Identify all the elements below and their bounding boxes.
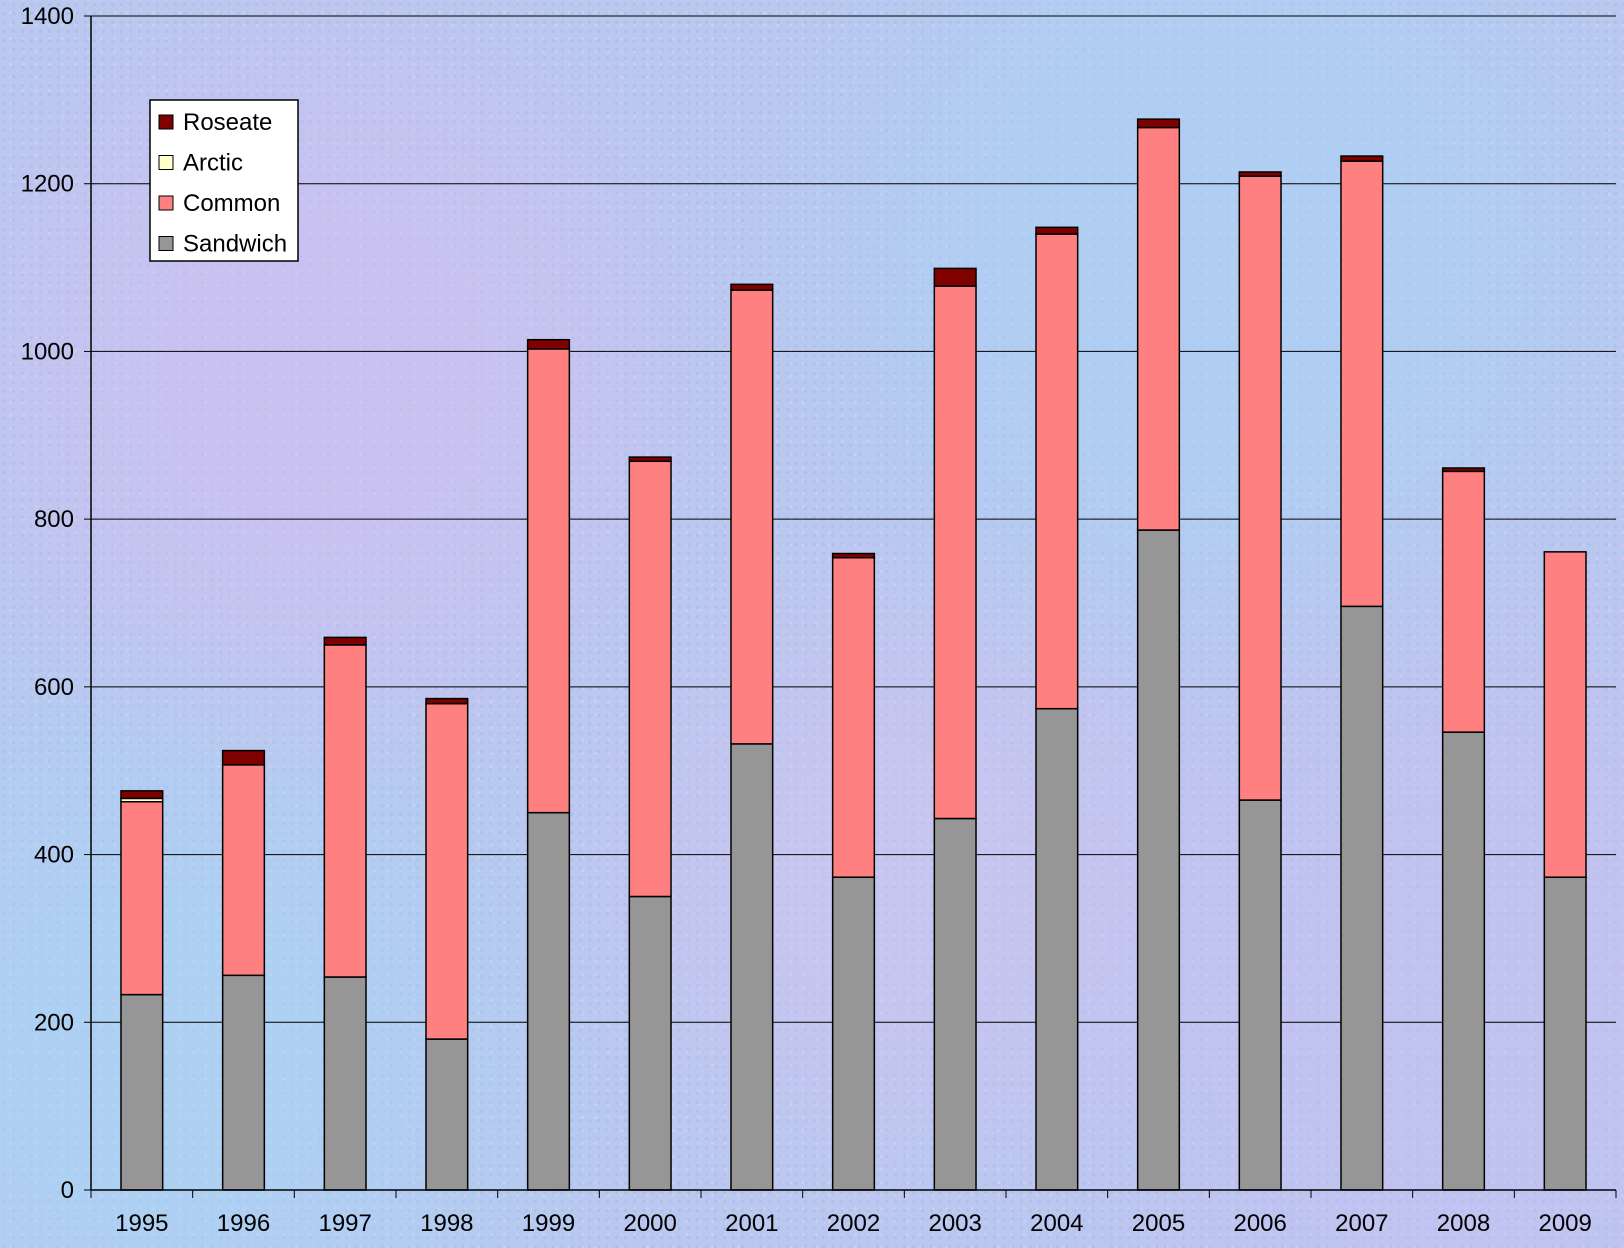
bar-roseate-2001 bbox=[730, 283, 774, 291]
bar-sandwich-2008 bbox=[1441, 731, 1486, 1191]
legend-box bbox=[149, 99, 299, 262]
bar-roseate-2003 bbox=[933, 267, 977, 287]
axes: 0 200 400 600 800 1000 1200 1400 1995 1996 1997 199… bbox=[21, 3, 1617, 1237]
bar-common-2009 bbox=[1543, 551, 1587, 878]
x-tick-label: 2009 bbox=[1538, 1210, 1591, 1237]
bar-sandwich-2003 bbox=[933, 817, 977, 1191]
bar-sandwich-1999 bbox=[526, 811, 571, 1191]
bar-common-1995 bbox=[120, 800, 164, 996]
bars bbox=[120, 118, 1587, 1191]
bar-common-1998 bbox=[425, 702, 469, 1040]
x-tick-label: 2000 bbox=[623, 1210, 676, 1237]
x-tick-label: 2008 bbox=[1437, 1210, 1490, 1237]
bar-roseate-2004 bbox=[1035, 226, 1079, 235]
x-tick-label: 1996 bbox=[217, 1210, 270, 1237]
bar-roseate-1995 bbox=[120, 790, 164, 800]
bar-common-2006 bbox=[1238, 175, 1282, 801]
y-tick-label: 800 bbox=[34, 506, 74, 533]
bar-common-2002 bbox=[831, 556, 876, 878]
bar-common-2005 bbox=[1136, 126, 1181, 531]
legend-label-arctic: Arctic bbox=[183, 150, 243, 177]
bar-roseate-2007 bbox=[1340, 155, 1384, 162]
bar-roseate-2000 bbox=[628, 456, 672, 463]
legend-swatch-arctic bbox=[158, 155, 174, 170]
legend-label-common: Common bbox=[183, 190, 280, 217]
bar-sandwich-1995 bbox=[120, 993, 164, 1191]
bar-roseate-2005 bbox=[1136, 118, 1181, 129]
legend-label-sandwich: Sandwich bbox=[183, 231, 287, 258]
bar-common-2003 bbox=[933, 285, 977, 820]
y-tick-label: 1000 bbox=[21, 338, 74, 365]
bar-sandwich-2001 bbox=[730, 743, 774, 1191]
y-tick-label: 1200 bbox=[21, 171, 74, 198]
bar-sandwich-2004 bbox=[1035, 707, 1079, 1191]
bar-common-2000 bbox=[628, 460, 672, 898]
legend-label-roseate: Roseate bbox=[183, 109, 272, 136]
bar-common-2004 bbox=[1035, 233, 1079, 710]
bar-roseate-1999 bbox=[526, 338, 571, 350]
bar-common-1996 bbox=[221, 764, 266, 977]
y-tick-label: 400 bbox=[34, 842, 74, 869]
bar-roseate-2006 bbox=[1238, 171, 1282, 177]
bar-common-2008 bbox=[1441, 470, 1486, 733]
bar-roseate-2008 bbox=[1441, 467, 1486, 473]
bar-common-2001 bbox=[730, 289, 774, 745]
bar-roseate-1997 bbox=[323, 636, 367, 646]
bar-roseate-1996 bbox=[221, 749, 266, 766]
x-tick-label: 2002 bbox=[827, 1210, 880, 1237]
x-tick-label: 2003 bbox=[928, 1210, 981, 1237]
x-tick-label: 1999 bbox=[522, 1210, 575, 1237]
legend: Roseate Arctic Common Sandwich bbox=[149, 99, 299, 262]
x-tick-label: 2006 bbox=[1233, 1210, 1286, 1237]
bar-sandwich-1997 bbox=[323, 976, 367, 1191]
y-tick-label: 600 bbox=[34, 674, 74, 701]
bar-roseate-1998 bbox=[425, 697, 469, 705]
legend-swatch-sandwich bbox=[158, 236, 174, 251]
bar-sandwich-2005 bbox=[1136, 529, 1181, 1191]
x-tick-label: 2005 bbox=[1132, 1210, 1185, 1237]
x-tick-label: 1997 bbox=[318, 1210, 371, 1237]
bar-common-1997 bbox=[323, 644, 367, 978]
bar-sandwich-2000 bbox=[628, 895, 672, 1191]
bar-common-1999 bbox=[526, 348, 571, 814]
x-tick-label: 2007 bbox=[1335, 1210, 1388, 1237]
bar-sandwich-1996 bbox=[221, 974, 266, 1191]
bar-sandwich-1998 bbox=[425, 1038, 469, 1191]
bar-common-2007 bbox=[1340, 160, 1384, 608]
x-tick-label: 2001 bbox=[725, 1210, 778, 1237]
bar-sandwich-2009 bbox=[1543, 876, 1587, 1191]
x-tick-label: 2004 bbox=[1030, 1210, 1083, 1237]
y-tick-label: 1400 bbox=[21, 3, 74, 30]
bar-sandwich-2007 bbox=[1340, 605, 1384, 1191]
x-tick-label: 1995 bbox=[115, 1210, 168, 1237]
bar-sandwich-2002 bbox=[831, 876, 876, 1191]
x-tick-label: 1998 bbox=[420, 1210, 473, 1237]
legend-swatch-roseate bbox=[158, 114, 174, 130]
bar-sandwich-2006 bbox=[1238, 799, 1282, 1191]
bar-roseate-2002 bbox=[831, 552, 876, 559]
y-tick-label: 200 bbox=[34, 1009, 74, 1036]
y-tick-label: 0 bbox=[61, 1177, 74, 1204]
legend-swatch-common bbox=[158, 195, 174, 211]
